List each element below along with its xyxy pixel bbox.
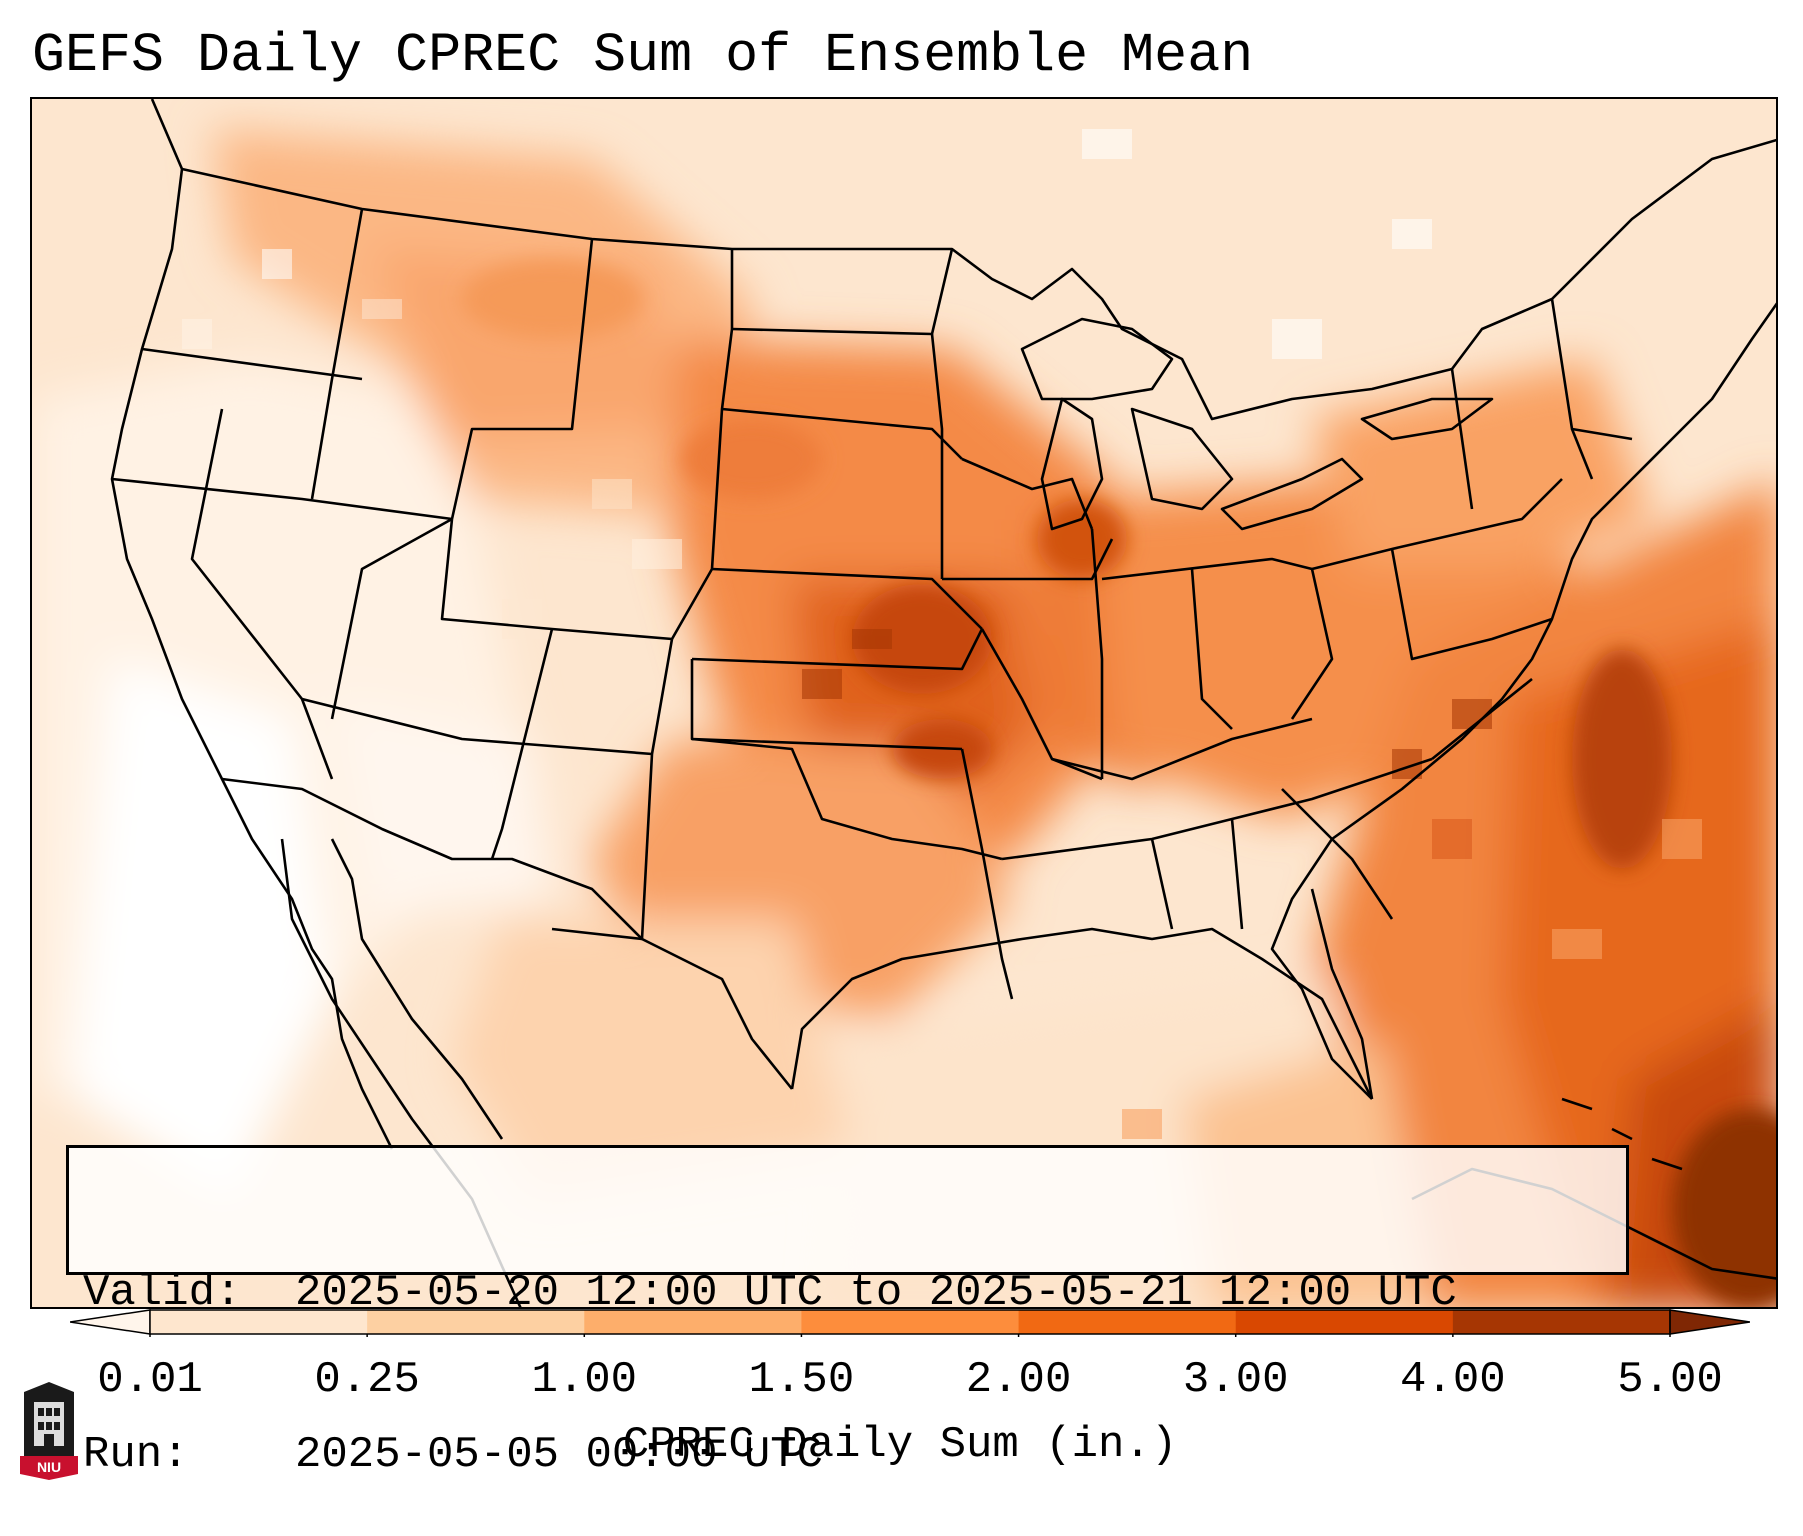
run-line: Run: 2025-05-05 00:00 UTC (83, 1428, 1626, 1482)
valid-run-info-box: Valid: 2025-05-20 12:00 UTC to 2025-05-21… (66, 1145, 1629, 1480)
colorbar-segment (584, 1310, 802, 1334)
run-label: Run: (83, 1430, 189, 1480)
colorbar-segment (1452, 1310, 1671, 1334)
colorbar-extend-low (70, 1309, 151, 1335)
colorbar-tick-label: 2.00 (965, 1355, 1072, 1405)
colorbar-segment (801, 1310, 1020, 1334)
niu-logo-icon: NIU (20, 1382, 78, 1480)
colorbar-tick-label: 0.01 (97, 1355, 203, 1405)
colorbar-label: CPREC Daily Sum (in.) (622, 1420, 1178, 1470)
colorbar-segment (1018, 1310, 1237, 1334)
colorbar-segment (367, 1310, 585, 1334)
state-boundaries (110, 99, 1776, 1307)
colorbar-extend-high (1669, 1309, 1750, 1335)
colorbar-segment (1235, 1310, 1454, 1334)
page-title: GEFS Daily CPREC Sum of Ensemble Mean (32, 24, 1254, 87)
colorbar-segment (150, 1310, 368, 1334)
colorbar-tick-label: 4.00 (1400, 1355, 1506, 1405)
svg-text:NIU: NIU (37, 1459, 61, 1475)
colorbar-tick-label: 5.00 (1617, 1355, 1723, 1405)
colorbar-tick-label: 1.50 (748, 1355, 855, 1405)
colorbar (70, 1309, 1750, 1337)
precip-map (32, 99, 1776, 1307)
colorbar-tick-label: 1.00 (531, 1355, 638, 1405)
run-value: 2025-05-05 00:00 UTC (295, 1430, 824, 1480)
map-panel (30, 97, 1778, 1309)
colorbar-tick-label: 3.00 (1182, 1355, 1289, 1405)
precip-field (32, 99, 1776, 1307)
colorbar-tick-label: 0.25 (314, 1355, 420, 1405)
